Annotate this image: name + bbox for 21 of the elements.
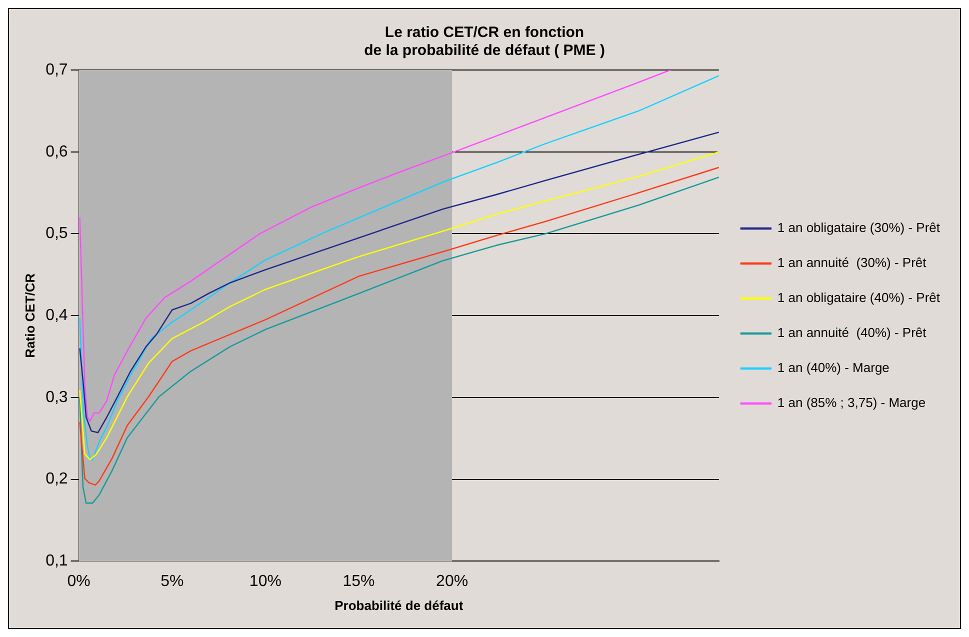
y-tick-label: 0,6: [46, 143, 68, 160]
legend-label: 1 an (85% ; 3,75) - Marge: [777, 395, 926, 410]
legend-label: 1 an (40%) - Marge: [777, 360, 890, 376]
x-tick-label: 0%: [67, 573, 90, 590]
x-tick-label: 15%: [342, 573, 375, 590]
y-axis-title: Ratio CET/CR: [22, 272, 38, 358]
y-tick-label: 0,3: [46, 388, 68, 406]
chart-title: Le ratio CET/CR en fonction de la probabilité de défaut ( PME ): [364, 24, 605, 60]
legend-label: 1 an annuité (40%) - Prêt: [777, 325, 927, 340]
legend-label: 1 an obligataire (30%) - Prêt: [777, 220, 940, 236]
y-tick-label: 0,7: [46, 61, 68, 78]
y-tick-label: 0,2: [46, 470, 68, 488]
x-axis-title: Probabilité de défaut: [334, 598, 464, 613]
x-tick-label: 5%: [160, 573, 184, 590]
x-tick-label: 20%: [436, 573, 468, 590]
x-tick-label: 10%: [249, 573, 282, 590]
legend-label: 1 an obligataire (40%) - Prêt: [777, 290, 940, 306]
y-tick-label: 0,5: [46, 225, 68, 242]
y-tick-label: 0,1: [46, 552, 68, 570]
y-tick-label: 0,4: [46, 307, 68, 324]
legend-label: 1 an annuité (30%) - Prêt: [777, 255, 927, 270]
